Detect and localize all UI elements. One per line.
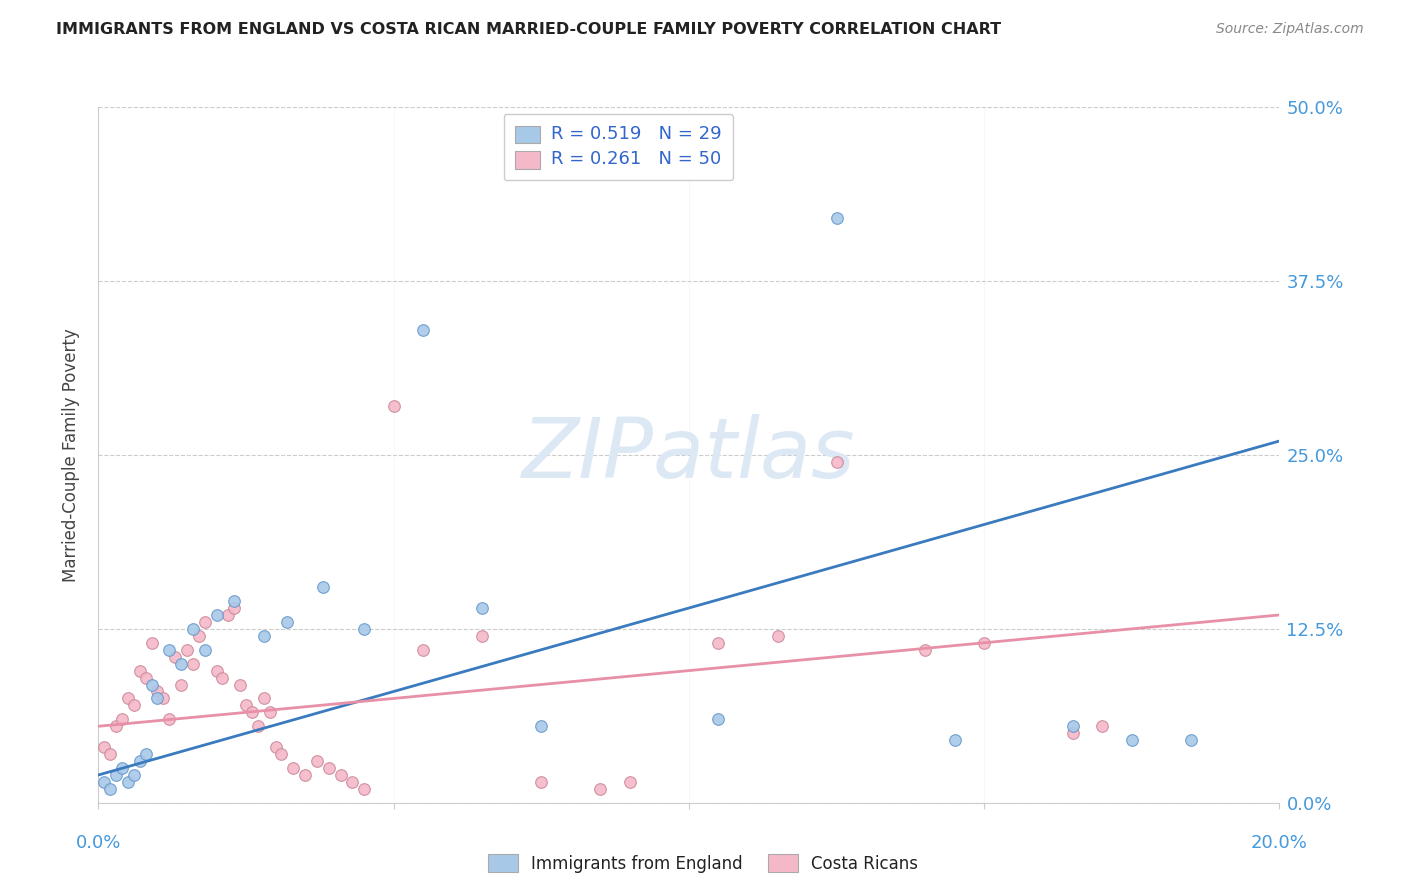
Point — [194, 615, 217, 629]
Point — [224, 601, 246, 615]
Point — [264, 740, 287, 755]
Point — [170, 677, 193, 691]
Point — [1180, 733, 1202, 747]
Point — [619, 775, 641, 789]
Point — [305, 754, 328, 768]
Text: ZIPatlas: ZIPatlas — [522, 415, 856, 495]
Point — [766, 629, 789, 643]
Point — [825, 211, 848, 226]
Point — [1062, 726, 1084, 740]
Point — [122, 768, 145, 782]
Text: IMMIGRANTS FROM ENGLAND VS COSTA RICAN MARRIED-COUPLE FAMILY POVERTY CORRELATION: IMMIGRANTS FROM ENGLAND VS COSTA RICAN M… — [56, 22, 1001, 37]
Point — [973, 636, 995, 650]
Point — [141, 677, 163, 691]
Point — [128, 754, 150, 768]
Point — [530, 719, 553, 733]
Point — [1062, 719, 1084, 733]
Point — [105, 768, 128, 782]
Point — [412, 323, 434, 337]
Point — [329, 768, 352, 782]
Point — [157, 712, 180, 726]
Point — [146, 691, 169, 706]
Point — [152, 691, 174, 706]
Text: 0.0%: 0.0% — [76, 834, 121, 852]
Point — [943, 733, 966, 747]
Point — [205, 607, 228, 622]
Point — [382, 399, 405, 413]
Point — [253, 691, 276, 706]
Point — [283, 761, 305, 775]
Point — [353, 781, 375, 796]
Point — [170, 657, 193, 671]
Point — [253, 629, 276, 643]
Point — [135, 671, 157, 685]
Point — [412, 642, 434, 657]
Point — [270, 747, 292, 761]
Point — [1121, 733, 1143, 747]
Text: Source: ZipAtlas.com: Source: ZipAtlas.com — [1216, 22, 1364, 37]
Point — [259, 706, 281, 720]
Point — [353, 622, 375, 636]
Point — [128, 664, 150, 678]
Point — [471, 629, 494, 643]
Y-axis label: Married-Couple Family Poverty: Married-Couple Family Poverty — [62, 328, 80, 582]
Point — [93, 740, 115, 755]
Point — [176, 642, 198, 657]
Text: 20.0%: 20.0% — [1251, 834, 1308, 852]
Point — [105, 719, 128, 733]
Point — [825, 455, 848, 469]
Point — [111, 761, 134, 775]
Point — [181, 622, 204, 636]
Point — [1091, 719, 1114, 733]
Point — [589, 781, 612, 796]
Point — [194, 642, 217, 657]
Point — [235, 698, 257, 713]
Point — [276, 615, 298, 629]
Point — [211, 671, 233, 685]
Point — [294, 768, 316, 782]
Point — [187, 629, 209, 643]
Point — [318, 761, 340, 775]
Point — [111, 712, 134, 726]
Point — [117, 775, 139, 789]
Point — [471, 601, 494, 615]
Point — [217, 607, 239, 622]
Point — [135, 747, 157, 761]
Point — [224, 594, 246, 608]
Point — [141, 636, 163, 650]
Point — [98, 781, 121, 796]
Point — [312, 580, 335, 594]
Point — [98, 747, 121, 761]
Point — [914, 642, 936, 657]
Point — [117, 691, 139, 706]
Point — [342, 775, 364, 789]
Point — [530, 775, 553, 789]
Point — [707, 636, 730, 650]
Point — [181, 657, 204, 671]
Point — [165, 649, 187, 664]
Point — [93, 775, 115, 789]
Point — [229, 677, 252, 691]
Point — [707, 712, 730, 726]
Point — [146, 684, 169, 698]
Point — [240, 706, 263, 720]
Point — [157, 642, 180, 657]
Legend: R = 0.519   N = 29, R = 0.261   N = 50: R = 0.519 N = 29, R = 0.261 N = 50 — [503, 114, 733, 180]
Legend: Immigrants from England, Costa Ricans: Immigrants from England, Costa Ricans — [481, 847, 925, 880]
Point — [205, 664, 228, 678]
Point — [122, 698, 145, 713]
Point — [246, 719, 269, 733]
